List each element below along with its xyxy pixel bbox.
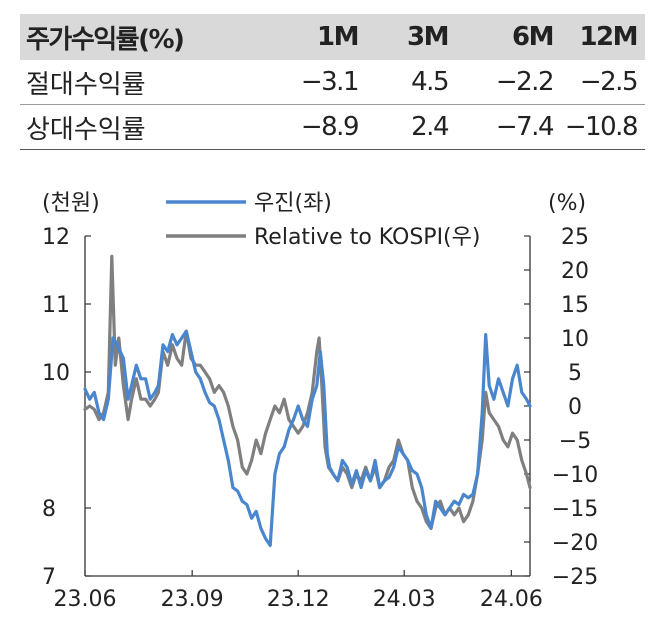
cell-value: −7.4 bbox=[456, 104, 561, 150]
right-tick-label: 0 bbox=[568, 395, 582, 420]
right-tick-label: 15 bbox=[561, 293, 589, 318]
x-tick-label: 23.06 bbox=[54, 587, 117, 612]
row-label: 상대수익률 bbox=[20, 104, 228, 150]
right-axis-ticks: 25 20 15 10 5 0 −5 −10 −15 −20 −25 bbox=[524, 225, 598, 590]
x-tick-label: 23.12 bbox=[267, 587, 330, 612]
series-line-price bbox=[83, 329, 532, 547]
series-layer bbox=[83, 254, 532, 547]
right-tick-label: 20 bbox=[561, 259, 589, 284]
right-tick-label: −5 bbox=[559, 429, 591, 454]
left-tick-label: 8 bbox=[42, 497, 56, 522]
left-axis-unit: (천원) bbox=[42, 191, 100, 216]
x-axis-ticks: 23.06 23.09 23.12 24.03 24.06 bbox=[54, 570, 543, 612]
series-line-relative bbox=[83, 254, 532, 530]
legend-label-price: 우진(좌) bbox=[254, 191, 332, 216]
right-axis-unit: (%) bbox=[548, 191, 586, 216]
cell-value: 2.4 bbox=[366, 104, 456, 150]
right-tick-label: 25 bbox=[561, 225, 589, 250]
cell-value: −8.9 bbox=[228, 104, 366, 150]
x-tick-label: 24.03 bbox=[373, 587, 436, 612]
cell-value: −10.8 bbox=[561, 104, 645, 150]
right-tick-label: −25 bbox=[552, 565, 598, 590]
table-row-relative: 상대수익률 −8.9 2.4 −7.4 −10.8 bbox=[20, 104, 645, 150]
legend-label-relative: Relative to KOSPI(우) bbox=[254, 225, 480, 250]
table-row-absolute: 절대수익률 −3.1 4.5 −2.2 −2.5 bbox=[20, 60, 645, 105]
right-tick-label: 5 bbox=[568, 361, 582, 386]
table-header-row: 주가수익률(%) 1M 3M 6M 12M bbox=[20, 14, 645, 60]
header-cell-6m: 6M bbox=[456, 14, 561, 60]
cell-value: −2.2 bbox=[456, 60, 561, 105]
left-tick-label: 7 bbox=[42, 565, 56, 590]
right-tick-label: −20 bbox=[552, 531, 598, 556]
header-cell-3m: 3M bbox=[366, 14, 456, 60]
returns-table: 주가수익률(%) 1M 3M 6M 12M 절대수익률 −3.1 4.5 −2.… bbox=[20, 14, 645, 150]
x-tick-label: 23.09 bbox=[161, 587, 224, 612]
left-tick-label: 12 bbox=[42, 225, 70, 250]
left-tick-label: 11 bbox=[42, 293, 70, 318]
left-axis-ticks: 7 8 10 11 12 bbox=[42, 225, 91, 590]
row-label: 절대수익률 bbox=[20, 60, 228, 105]
right-tick-label: 10 bbox=[561, 327, 589, 352]
header-cell-12m: 12M bbox=[561, 14, 645, 60]
header-cell-1m: 1M bbox=[228, 14, 366, 60]
left-tick-label: 10 bbox=[42, 361, 70, 386]
cell-value: −2.5 bbox=[561, 60, 645, 105]
cell-value: −3.1 bbox=[228, 60, 366, 105]
header-cell-label: 주가수익률(%) bbox=[20, 14, 228, 60]
legend: 우진(좌) Relative to KOSPI(우) bbox=[166, 191, 480, 250]
price-line-chart: (천원) (%) 우진(좌) Relative to KOSPI(우) 7 8 10… bbox=[42, 191, 598, 612]
right-tick-label: −15 bbox=[552, 497, 598, 522]
x-tick-label: 24.06 bbox=[480, 587, 543, 612]
right-tick-label: −10 bbox=[552, 463, 598, 488]
cell-value: 4.5 bbox=[366, 60, 456, 105]
